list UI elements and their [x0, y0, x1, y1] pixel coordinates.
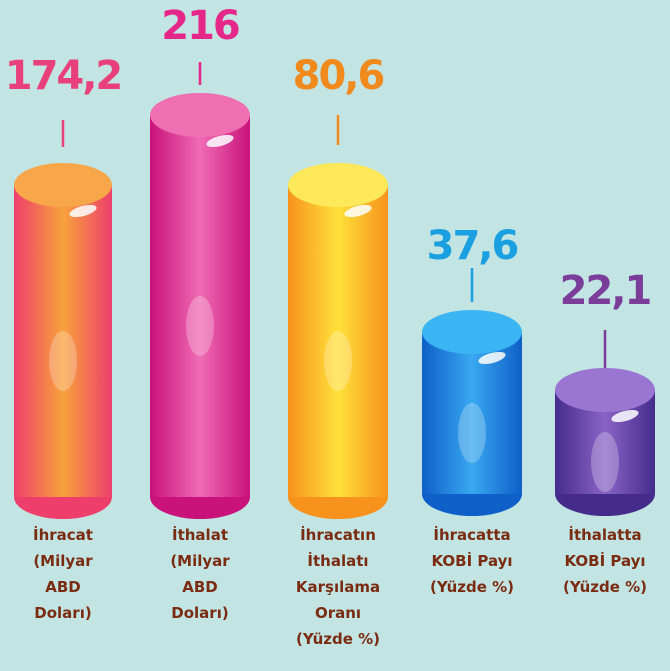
cylinder: [422, 310, 522, 516]
highlight: [611, 409, 639, 423]
item-label: İhracatın: [300, 525, 376, 544]
item-label: KOBİ Payı: [564, 551, 645, 570]
item-label: (Yüzde %): [563, 578, 647, 596]
cylinder: [555, 368, 655, 516]
cylinder: [288, 163, 388, 519]
glow: [591, 432, 619, 492]
glow: [186, 296, 214, 356]
value-label: 174,2: [5, 53, 122, 99]
value-label: 22,1: [560, 268, 651, 314]
item-label: ABD: [182, 578, 218, 596]
item-label: Oranı: [315, 604, 361, 622]
highlight: [206, 134, 234, 148]
cylinder: [150, 93, 250, 519]
item-label: Doları): [34, 604, 91, 622]
cylinder-top: [555, 368, 655, 412]
item-label: İthalatta: [568, 525, 641, 544]
value-label: 37,6: [427, 223, 518, 269]
item-label: (Yüzde %): [430, 578, 514, 596]
item-label: Karşılama: [296, 578, 380, 596]
cylinder-body: [422, 332, 522, 494]
item-label: İhracatta: [433, 525, 510, 544]
glow: [49, 331, 77, 391]
cylinder-top: [14, 163, 112, 207]
item-label: KOBİ Payı: [431, 551, 512, 570]
glow: [324, 331, 352, 391]
cylinder-body: [14, 185, 112, 497]
item-label: İthalat: [172, 525, 228, 544]
highlight: [69, 204, 97, 218]
item-label: (Milyar: [33, 552, 93, 570]
cylinder-body: [150, 115, 250, 497]
glow: [458, 403, 486, 463]
cylinder-top: [288, 163, 388, 207]
value-label: 216: [161, 3, 239, 49]
highlight: [478, 351, 506, 365]
item-label: Doları): [171, 604, 228, 622]
cylinder-body: [288, 185, 388, 497]
item-label: ABD: [45, 578, 81, 596]
cylinder: [14, 163, 112, 519]
cylinder-top: [422, 310, 522, 354]
value-label: 80,6: [293, 53, 384, 99]
highlight: [344, 204, 372, 218]
item-label: (Milyar: [170, 552, 230, 570]
item-label: (Yüzde %): [296, 630, 380, 648]
cylinder-top: [150, 93, 250, 137]
item-label: İhracat: [33, 525, 93, 544]
item-label: İthalatı: [307, 551, 368, 570]
